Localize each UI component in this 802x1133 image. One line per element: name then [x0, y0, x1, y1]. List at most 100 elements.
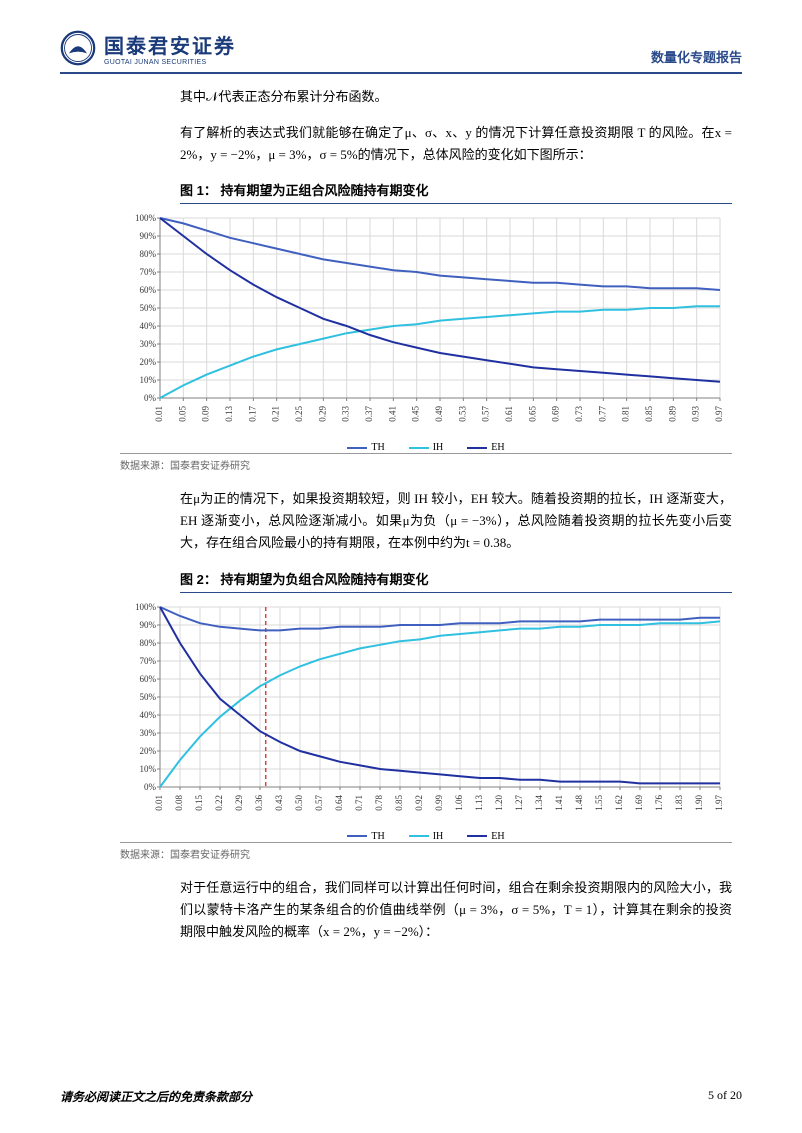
svg-text:1.55: 1.55	[594, 794, 604, 810]
svg-text:0.01: 0.01	[154, 795, 164, 811]
legend-label: IH	[433, 442, 444, 453]
figure-1-title: 图 1： 持有期望为正组合风险随持有期变化	[180, 180, 732, 204]
svg-text:0.08: 0.08	[174, 794, 184, 810]
svg-text:40%: 40%	[140, 321, 157, 331]
svg-text:1.83: 1.83	[674, 794, 684, 810]
footer-disclaimer: 请务必阅读正文之后的免责条款部分	[60, 1088, 252, 1105]
svg-text:0.65: 0.65	[527, 406, 537, 422]
svg-text:0.50: 0.50	[294, 794, 304, 810]
legend-swatch	[409, 447, 429, 449]
svg-text:1.41: 1.41	[554, 795, 564, 811]
legend-label: IH	[433, 831, 444, 842]
svg-text:0.92: 0.92	[414, 795, 424, 811]
figure-1-source: 数据来源：国泰君安证券研究	[120, 453, 732, 472]
svg-text:0.09: 0.09	[201, 406, 211, 422]
svg-text:100%: 100%	[135, 602, 157, 612]
svg-text:0.25: 0.25	[294, 406, 304, 422]
svg-text:0.77: 0.77	[597, 406, 607, 422]
svg-text:70%: 70%	[140, 656, 157, 666]
svg-text:30%: 30%	[140, 339, 157, 349]
svg-text:0.61: 0.61	[504, 406, 514, 422]
svg-text:70%: 70%	[140, 267, 157, 277]
legend-item: TH	[347, 831, 384, 842]
svg-text:50%: 50%	[140, 692, 157, 702]
figure-2-title: 图 2： 持有期望为负组合风险随持有期变化	[180, 569, 732, 593]
svg-text:0.53: 0.53	[457, 406, 467, 422]
svg-text:10%: 10%	[140, 375, 157, 385]
svg-text:0.21: 0.21	[271, 406, 281, 422]
svg-text:1.06: 1.06	[454, 794, 464, 810]
legend-label: TH	[371, 831, 384, 842]
svg-text:10%: 10%	[140, 764, 157, 774]
paragraph-4: 对于任意运行中的组合，我们同样可以计算出任何时间，组合在剩余投资期限内的风险大小…	[180, 877, 732, 943]
svg-text:90%: 90%	[140, 620, 157, 630]
legend-label: EH	[491, 442, 504, 453]
svg-text:1.97: 1.97	[714, 794, 724, 810]
svg-text:1.90: 1.90	[694, 794, 704, 810]
svg-text:20%: 20%	[140, 357, 157, 367]
svg-text:50%: 50%	[140, 303, 157, 313]
figure-1-chart: 0%10%20%30%40%50%60%70%80%90%100%0.010.0…	[120, 204, 732, 453]
svg-text:60%: 60%	[140, 285, 157, 295]
legend-item: EH	[467, 442, 504, 453]
logo-en-text: GUOTAI JUNAN SECURITIES	[104, 59, 236, 66]
svg-text:0.37: 0.37	[364, 406, 374, 422]
paragraph-1: 其中𝒩代表正态分布累计分布函数。	[180, 86, 732, 108]
svg-text:0.81: 0.81	[621, 406, 631, 422]
legend-item: IH	[409, 442, 444, 453]
page-header: 国泰君安证券 GUOTAI JUNAN SECURITIES 数量化专题报告	[60, 30, 742, 74]
svg-text:60%: 60%	[140, 674, 157, 684]
company-logo-icon	[60, 30, 96, 66]
svg-text:0.57: 0.57	[481, 406, 491, 422]
svg-text:0.99: 0.99	[434, 794, 444, 810]
svg-text:0.29: 0.29	[317, 406, 327, 422]
svg-text:0.78: 0.78	[374, 794, 384, 810]
svg-text:0.41: 0.41	[387, 406, 397, 422]
svg-text:80%: 80%	[140, 638, 157, 648]
svg-text:1.13: 1.13	[474, 794, 484, 810]
paragraph-2: 有了解析的表达式我们就能够在确定了μ、σ、x、y 的情况下计算任意投资期限 T …	[180, 122, 732, 166]
svg-text:1.27: 1.27	[514, 794, 524, 810]
svg-text:0.57: 0.57	[314, 794, 324, 810]
svg-text:0.13: 0.13	[224, 406, 234, 422]
paragraph-3: 在μ为正的情况下，如果投资期较短，则 IH 较小，EH 较大。随着投资期的拉长，…	[180, 488, 732, 554]
report-type-label: 数量化专题报告	[651, 47, 742, 66]
figure-2-source: 数据来源：国泰君安证券研究	[120, 842, 732, 861]
svg-text:0.17: 0.17	[247, 406, 257, 422]
legend-swatch	[347, 447, 367, 449]
legend-item: EH	[467, 831, 504, 842]
svg-text:0.64: 0.64	[334, 794, 344, 810]
svg-text:0.05: 0.05	[177, 406, 187, 422]
svg-text:80%: 80%	[140, 249, 157, 259]
svg-text:0.15: 0.15	[194, 794, 204, 810]
svg-text:0.33: 0.33	[341, 406, 351, 422]
svg-text:0.85: 0.85	[644, 406, 654, 422]
page-number: 5 of 20	[708, 1088, 742, 1105]
svg-text:0.69: 0.69	[551, 406, 561, 422]
svg-text:1.76: 1.76	[654, 794, 664, 810]
svg-text:0.71: 0.71	[354, 795, 364, 811]
figure-2-chart: 0%10%20%30%40%50%60%70%80%90%100%0.010.0…	[120, 593, 732, 842]
svg-text:20%: 20%	[140, 746, 157, 756]
svg-text:0.22: 0.22	[214, 795, 224, 811]
legend-swatch	[347, 835, 367, 837]
svg-text:0.49: 0.49	[434, 406, 444, 422]
svg-text:0.89: 0.89	[667, 406, 677, 422]
svg-text:0.85: 0.85	[394, 794, 404, 810]
svg-text:0.36: 0.36	[254, 794, 264, 810]
legend-item: TH	[347, 442, 384, 453]
legend-swatch	[467, 835, 487, 837]
svg-text:90%: 90%	[140, 231, 157, 241]
svg-text:1.34: 1.34	[534, 794, 544, 810]
svg-text:1.48: 1.48	[574, 794, 584, 810]
svg-text:1.20: 1.20	[494, 794, 504, 810]
svg-text:0.73: 0.73	[574, 406, 584, 422]
svg-text:0.29: 0.29	[234, 794, 244, 810]
svg-text:0.43: 0.43	[274, 794, 284, 810]
svg-text:1.62: 1.62	[614, 795, 624, 811]
svg-text:0%: 0%	[144, 393, 157, 403]
svg-text:0.97: 0.97	[714, 406, 724, 422]
svg-text:0%: 0%	[144, 782, 157, 792]
brand-logo: 国泰君安证券 GUOTAI JUNAN SECURITIES	[60, 30, 236, 66]
page-footer: 请务必阅读正文之后的免责条款部分 5 of 20	[60, 1088, 742, 1105]
